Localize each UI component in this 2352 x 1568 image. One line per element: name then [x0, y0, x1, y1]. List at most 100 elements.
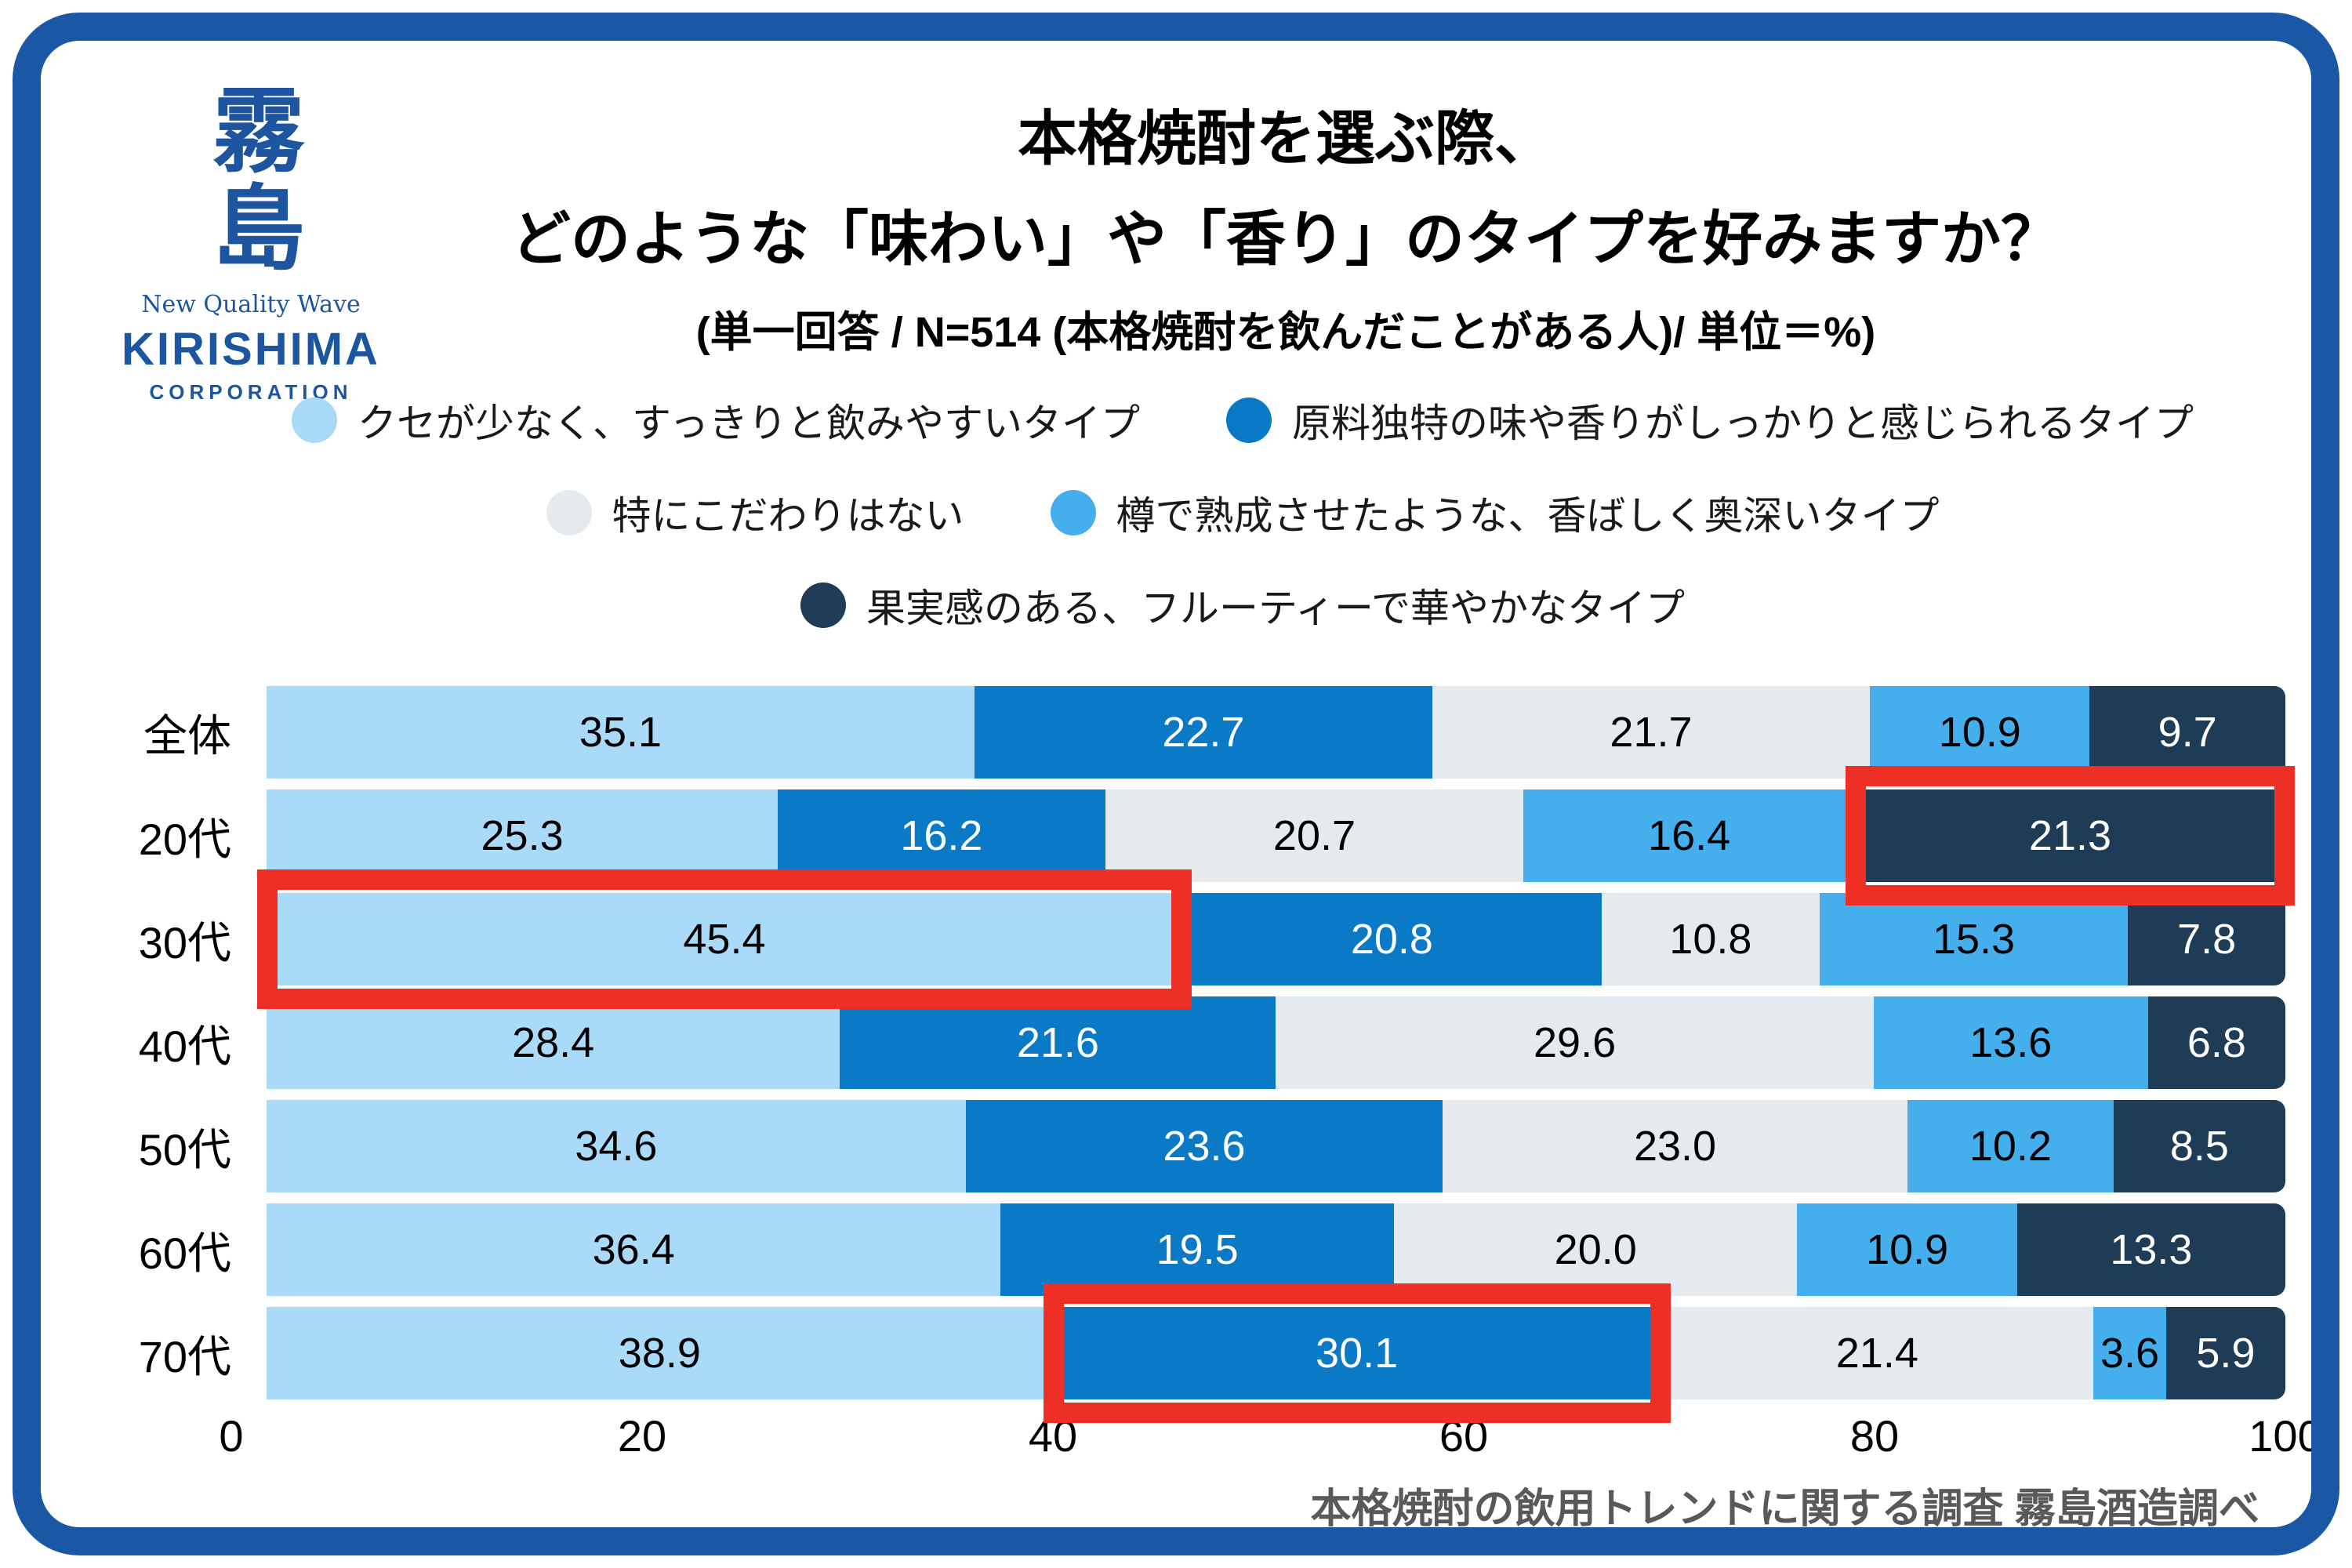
bar-segment: 10.8: [1601, 893, 1820, 985]
chart-row: 20代 25.3 16.2 20.7 16.4 21.3: [74, 766, 2295, 906]
bar-segment: 16.2: [778, 789, 1105, 882]
bar-value: 10.9: [1866, 1226, 1949, 1273]
logo-tagline: New Quality Wave: [141, 291, 361, 318]
bar-value: 8.5: [2169, 1123, 2229, 1170]
axis-tick-label: 80: [1849, 1411, 1900, 1461]
bar-segment: 23.6: [965, 1100, 1443, 1192]
bar-value: 25.3: [481, 812, 564, 859]
legend-label: 原料独特の味や香りがしっかりと感じられるタイプ: [1292, 401, 2194, 445]
bar-value: 16.2: [900, 812, 983, 859]
bar-segment: 23.0: [1443, 1100, 1907, 1192]
chart-subtitle: (単一回答 / N=514 (本格焼酎を飲んだことがある人)/ 単位＝%): [695, 309, 1876, 356]
legend-marker-icon: [800, 583, 846, 628]
row-label: 70代: [138, 1331, 231, 1381]
legend-label: 果実感のある、フルーティーで華やかなタイプ: [866, 586, 1685, 630]
x-axis: 0 20 40 60 80 100: [219, 1410, 2321, 1473]
legend-row: 果実感のある、フルーティーで華やかなタイプ: [133, 577, 2352, 633]
bar-value: 34.6: [575, 1123, 658, 1170]
chart-title-line2: どのような「味わい」や「香り」のタイプを好みますか？: [511, 206, 2060, 273]
bar-value: 29.6: [1534, 1019, 1617, 1066]
bar-value: 15.3: [1932, 916, 2016, 963]
chart-row: 30代 45.4 20.8 10.8 15.3 7.8: [74, 869, 2285, 1009]
legend-marker-icon: [546, 490, 592, 535]
bar-segment: 7.8: [2128, 893, 2285, 985]
legend-item: 原料独特の味や香りがしっかりと感じられるタイプ: [1226, 392, 2194, 448]
bar-segment: 21.6: [840, 996, 1276, 1089]
bar-value: 21.3: [2028, 812, 2112, 859]
chart-row: 40代 28.4 21.6 29.6 13.6 6.8: [74, 996, 2285, 1089]
bar-segment: 38.9: [267, 1307, 1053, 1399]
row-label: 40代: [138, 1021, 231, 1071]
bar-segment: 22.7: [974, 686, 1432, 779]
axis-tick-label: 100: [2249, 1411, 2322, 1461]
legend-item: 果実感のある、フルーティーで華やかなタイプ: [800, 577, 1685, 633]
bar-segment: 34.6: [267, 1100, 966, 1192]
legend: クセが少なく、すっきりと飲みやすいタイプ 原料独特の味や香りがしっかりと感じられる…: [0, 392, 2352, 670]
bar-value: 22.7: [1162, 709, 1245, 756]
legend-label: 樽で熟成させたような、香ばしく奥深いタイプ: [1116, 494, 1940, 538]
bar-value: 6.8: [2187, 1019, 2246, 1066]
bar-segment: 29.6: [1276, 996, 1874, 1089]
bar-value: 16.4: [1648, 812, 1731, 859]
logo-kanji: 霧島: [196, 82, 306, 277]
bar-segment: 25.3: [267, 789, 779, 882]
bar-segment: 30.1: [1043, 1283, 1671, 1423]
logo-company-name: KIRISHIMA: [122, 324, 380, 375]
legend-item: 特にこだわりはない: [546, 485, 964, 541]
bar-value: 23.6: [1163, 1123, 1246, 1170]
axis-tick-label: 40: [1028, 1411, 1078, 1461]
bar-segment: 10.9: [1797, 1203, 2017, 1296]
row-bars: 34.6 23.6 23.0 10.2 8.5: [267, 1100, 2285, 1192]
bar-value: 21.4: [1835, 1330, 1918, 1377]
bar-value: 36.4: [592, 1226, 675, 1273]
row-bars: 25.3 16.2 20.7 16.4 21.3: [267, 766, 2295, 906]
bar-value: 19.5: [1156, 1226, 1239, 1273]
bar-value: 38.9: [618, 1330, 701, 1377]
header: 霧島 New Quality Wave KIRISHIMA CORPORATIO…: [118, 82, 2234, 405]
legend-item: クセが少なく、すっきりと飲みやすいタイプ: [292, 392, 1140, 448]
bar-segment: 20.0: [1393, 1203, 1798, 1296]
stacked-bar-chart: 全体 35.1 22.7 21.7 10.9 9.7 20代 25.3 16.2 20.7 16.4…: [74, 686, 2322, 1473]
bar-segment: 13.3: [2016, 1203, 2285, 1296]
bar-value: 9.7: [2158, 709, 2217, 756]
row-label: 50代: [138, 1124, 231, 1174]
bar-value: 10.2: [1969, 1123, 2052, 1170]
bar-segment: 45.4: [257, 869, 1192, 1009]
bar-value: 28.4: [512, 1019, 595, 1066]
chart-row: 70代 38.9 30.1 21.4 3.6 5.9: [74, 1283, 2285, 1423]
kirishima-logo: 霧島 New Quality Wave KIRISHIMA CORPORATIO…: [118, 82, 384, 405]
bar-segment: 15.3: [1819, 893, 2129, 985]
bar-segment: 6.8: [2147, 996, 2285, 1089]
row-bars: 45.4 20.8 10.8 15.3 7.8: [257, 869, 2285, 1009]
bar-value: 45.4: [683, 916, 766, 963]
bar-segment: 5.9: [2165, 1307, 2285, 1399]
title-block: 本格焼酎を選ぶ際、 どのような「味わい」や「香り」のタイプを好みますか？ (単一…: [384, 82, 2234, 405]
legend-row: クセが少なく、すっきりと飲みやすいタイプ 原料独特の味や香りがしっかりと感じられる…: [133, 392, 2352, 448]
chart-rows: 全体 35.1 22.7 21.7 10.9 9.7 20代 25.3 16.2 20.7 16.4…: [74, 686, 2295, 1423]
bar-segment: 3.6: [2093, 1307, 2166, 1399]
legend-marker-icon: [1050, 490, 1096, 535]
chart-title-line1: 本格焼酎を選ぶ際、: [1018, 106, 1554, 172]
row-bars: 38.9 30.1 21.4 3.6 5.9: [267, 1283, 2285, 1423]
bar-value: 3.6: [2100, 1330, 2160, 1377]
bar-segment: 10.9: [1870, 686, 2090, 779]
bar-segment: 20.8: [1181, 893, 1602, 985]
bar-value: 21.6: [1016, 1019, 1099, 1066]
row-bars: 28.4 21.6 29.6 13.6 6.8: [267, 996, 2285, 1089]
bar-value: 21.7: [1610, 709, 1693, 756]
axis-tick-label: 0: [219, 1411, 244, 1461]
bar-segment: 21.4: [1661, 1307, 2094, 1399]
bar-value: 13.3: [2110, 1226, 2193, 1273]
bar-value: 5.9: [2196, 1330, 2256, 1377]
row-bars: 36.4 19.5 20.0 10.9 13.3: [267, 1203, 2285, 1296]
legend-label: 特にこだわりはない: [612, 494, 964, 538]
bar-segment: 16.4: [1523, 789, 1855, 882]
axis-tick-label: 60: [1439, 1411, 1489, 1461]
bar-value: 13.6: [1969, 1019, 2053, 1066]
bar-value: 20.7: [1272, 812, 1356, 859]
legend-marker-icon: [292, 397, 337, 443]
legend-row: 特にこだわりはない 樽で熟成させたような、香ばしく奥深いタイプ: [133, 485, 2352, 541]
bar-segment: 10.2: [1907, 1100, 2114, 1192]
bar-segment: 28.4: [267, 996, 840, 1089]
legend-label: クセが少なく、すっきりと飲みやすいタイプ: [358, 401, 1140, 445]
